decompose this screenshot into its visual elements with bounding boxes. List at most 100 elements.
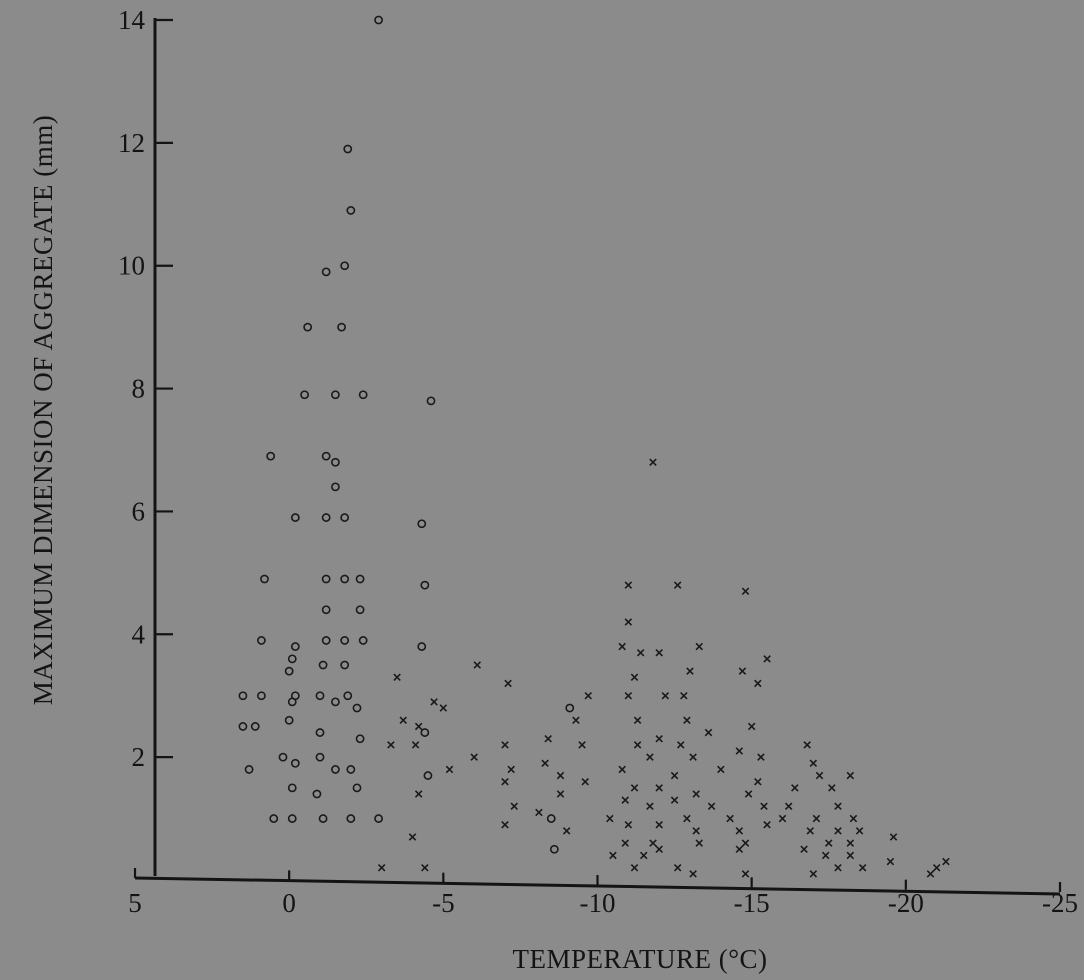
- data-point-cross: [791, 784, 799, 792]
- data-point-circle: [340, 513, 350, 522]
- data-point-cross: [834, 827, 842, 835]
- data-point-circle: [417, 642, 427, 651]
- data-point-cross: [673, 863, 682, 872]
- data-point-cross: [760, 802, 768, 811]
- cross-stroke: [803, 741, 811, 749]
- data-point-circle: [346, 765, 356, 774]
- data-point-cross: [556, 771, 565, 780]
- cross-stroke: [738, 667, 747, 675]
- data-point-cross: [377, 863, 386, 872]
- data-point-cross: [624, 820, 633, 829]
- cross-stroke: [393, 673, 401, 682]
- cross-stroke: [926, 870, 935, 878]
- data-point-circle: [284, 666, 294, 676]
- cross-stroke: [470, 753, 478, 761]
- data-point-cross: [624, 581, 633, 589]
- data-point-circle: [352, 703, 362, 713]
- data-point-circle: [257, 636, 266, 645]
- cross-stroke: [821, 851, 830, 860]
- data-point-circle: [420, 728, 430, 737]
- cross-stroke: [741, 587, 750, 596]
- cross-stroke: [932, 863, 941, 872]
- data-point-cross: [606, 814, 614, 823]
- cross-stroke: [618, 765, 626, 774]
- cross-stroke: [408, 833, 417, 841]
- data-point-cross: [889, 833, 898, 841]
- data-point-cross: [445, 765, 454, 774]
- cross-stroke: [735, 747, 744, 755]
- cross-stroke: [411, 741, 420, 749]
- cross-stroke: [624, 618, 633, 626]
- cross-stroke: [544, 734, 552, 743]
- cross-stroke: [624, 820, 633, 829]
- data-point-circle: [340, 660, 350, 670]
- data-point-circle: [331, 482, 340, 492]
- cross-stroke: [692, 827, 700, 835]
- data-point-cross: [747, 722, 756, 731]
- data-point-circle: [337, 322, 346, 332]
- data-point-circle: [423, 771, 433, 780]
- data-point-cross: [670, 771, 679, 780]
- cross-stroke: [439, 704, 448, 712]
- data-point-cross: [408, 833, 417, 841]
- data-point-cross: [824, 839, 833, 847]
- cross-stroke: [707, 802, 716, 811]
- data-point-circle: [340, 636, 350, 645]
- data-point-circle: [321, 513, 331, 522]
- data-point-circle: [346, 814, 356, 823]
- data-point-cross: [618, 642, 626, 651]
- cross-stroke: [578, 741, 586, 749]
- data-point-cross: [855, 827, 864, 835]
- cross-stroke: [556, 790, 565, 798]
- cross-stroke: [501, 777, 509, 786]
- data-point-circle: [358, 636, 368, 645]
- cross-stroke: [399, 716, 408, 725]
- cross-stroke: [886, 857, 895, 866]
- x-axis-line: [134, 876, 1061, 896]
- cross-stroke: [630, 673, 639, 682]
- data-point-cross: [562, 827, 571, 835]
- data-point-cross: [630, 784, 639, 792]
- cross-stroke: [624, 581, 633, 589]
- data-point-cross: [621, 796, 630, 804]
- cross-stroke: [757, 753, 765, 761]
- data-point-cross: [646, 802, 654, 811]
- data-point-cross: [717, 765, 725, 774]
- cross-stroke: [747, 722, 756, 731]
- data-point-cross: [633, 741, 642, 749]
- data-point-circle: [290, 691, 300, 701]
- data-point-circle: [355, 734, 365, 744]
- cross-stroke: [507, 765, 515, 774]
- data-point-cross: [806, 827, 815, 835]
- cross-stroke: [430, 698, 438, 706]
- cross-stroke: [855, 827, 864, 835]
- data-point-cross: [846, 771, 855, 780]
- y-tick-label: 12: [118, 128, 145, 158]
- data-point-cross: [692, 827, 700, 835]
- cross-stroke: [633, 716, 642, 725]
- data-point-cross: [510, 802, 519, 811]
- data-point-cross: [630, 863, 639, 872]
- y-tick-label: 14: [118, 5, 146, 35]
- data-point-cross: [411, 741, 420, 749]
- cross-stroke: [791, 784, 799, 792]
- data-point-circle: [417, 519, 427, 529]
- cross-stroke: [504, 679, 512, 688]
- data-point-cross: [680, 691, 688, 700]
- cross-stroke: [639, 851, 648, 860]
- data-point-circle: [287, 783, 297, 793]
- cross-stroke: [889, 833, 898, 841]
- cross-stroke: [655, 845, 663, 854]
- data-point-cross: [926, 870, 935, 878]
- cross-stroke: [754, 777, 762, 786]
- data-point-cross: [649, 458, 657, 467]
- cross-stroke: [809, 870, 818, 878]
- data-point-circle: [331, 765, 340, 774]
- cross-stroke: [670, 771, 679, 780]
- cross-stroke: [849, 814, 858, 823]
- cross-stroke: [624, 691, 633, 700]
- data-point-cross: [535, 808, 543, 817]
- data-point-cross: [741, 870, 750, 878]
- x-tick-label: -15: [734, 888, 770, 918]
